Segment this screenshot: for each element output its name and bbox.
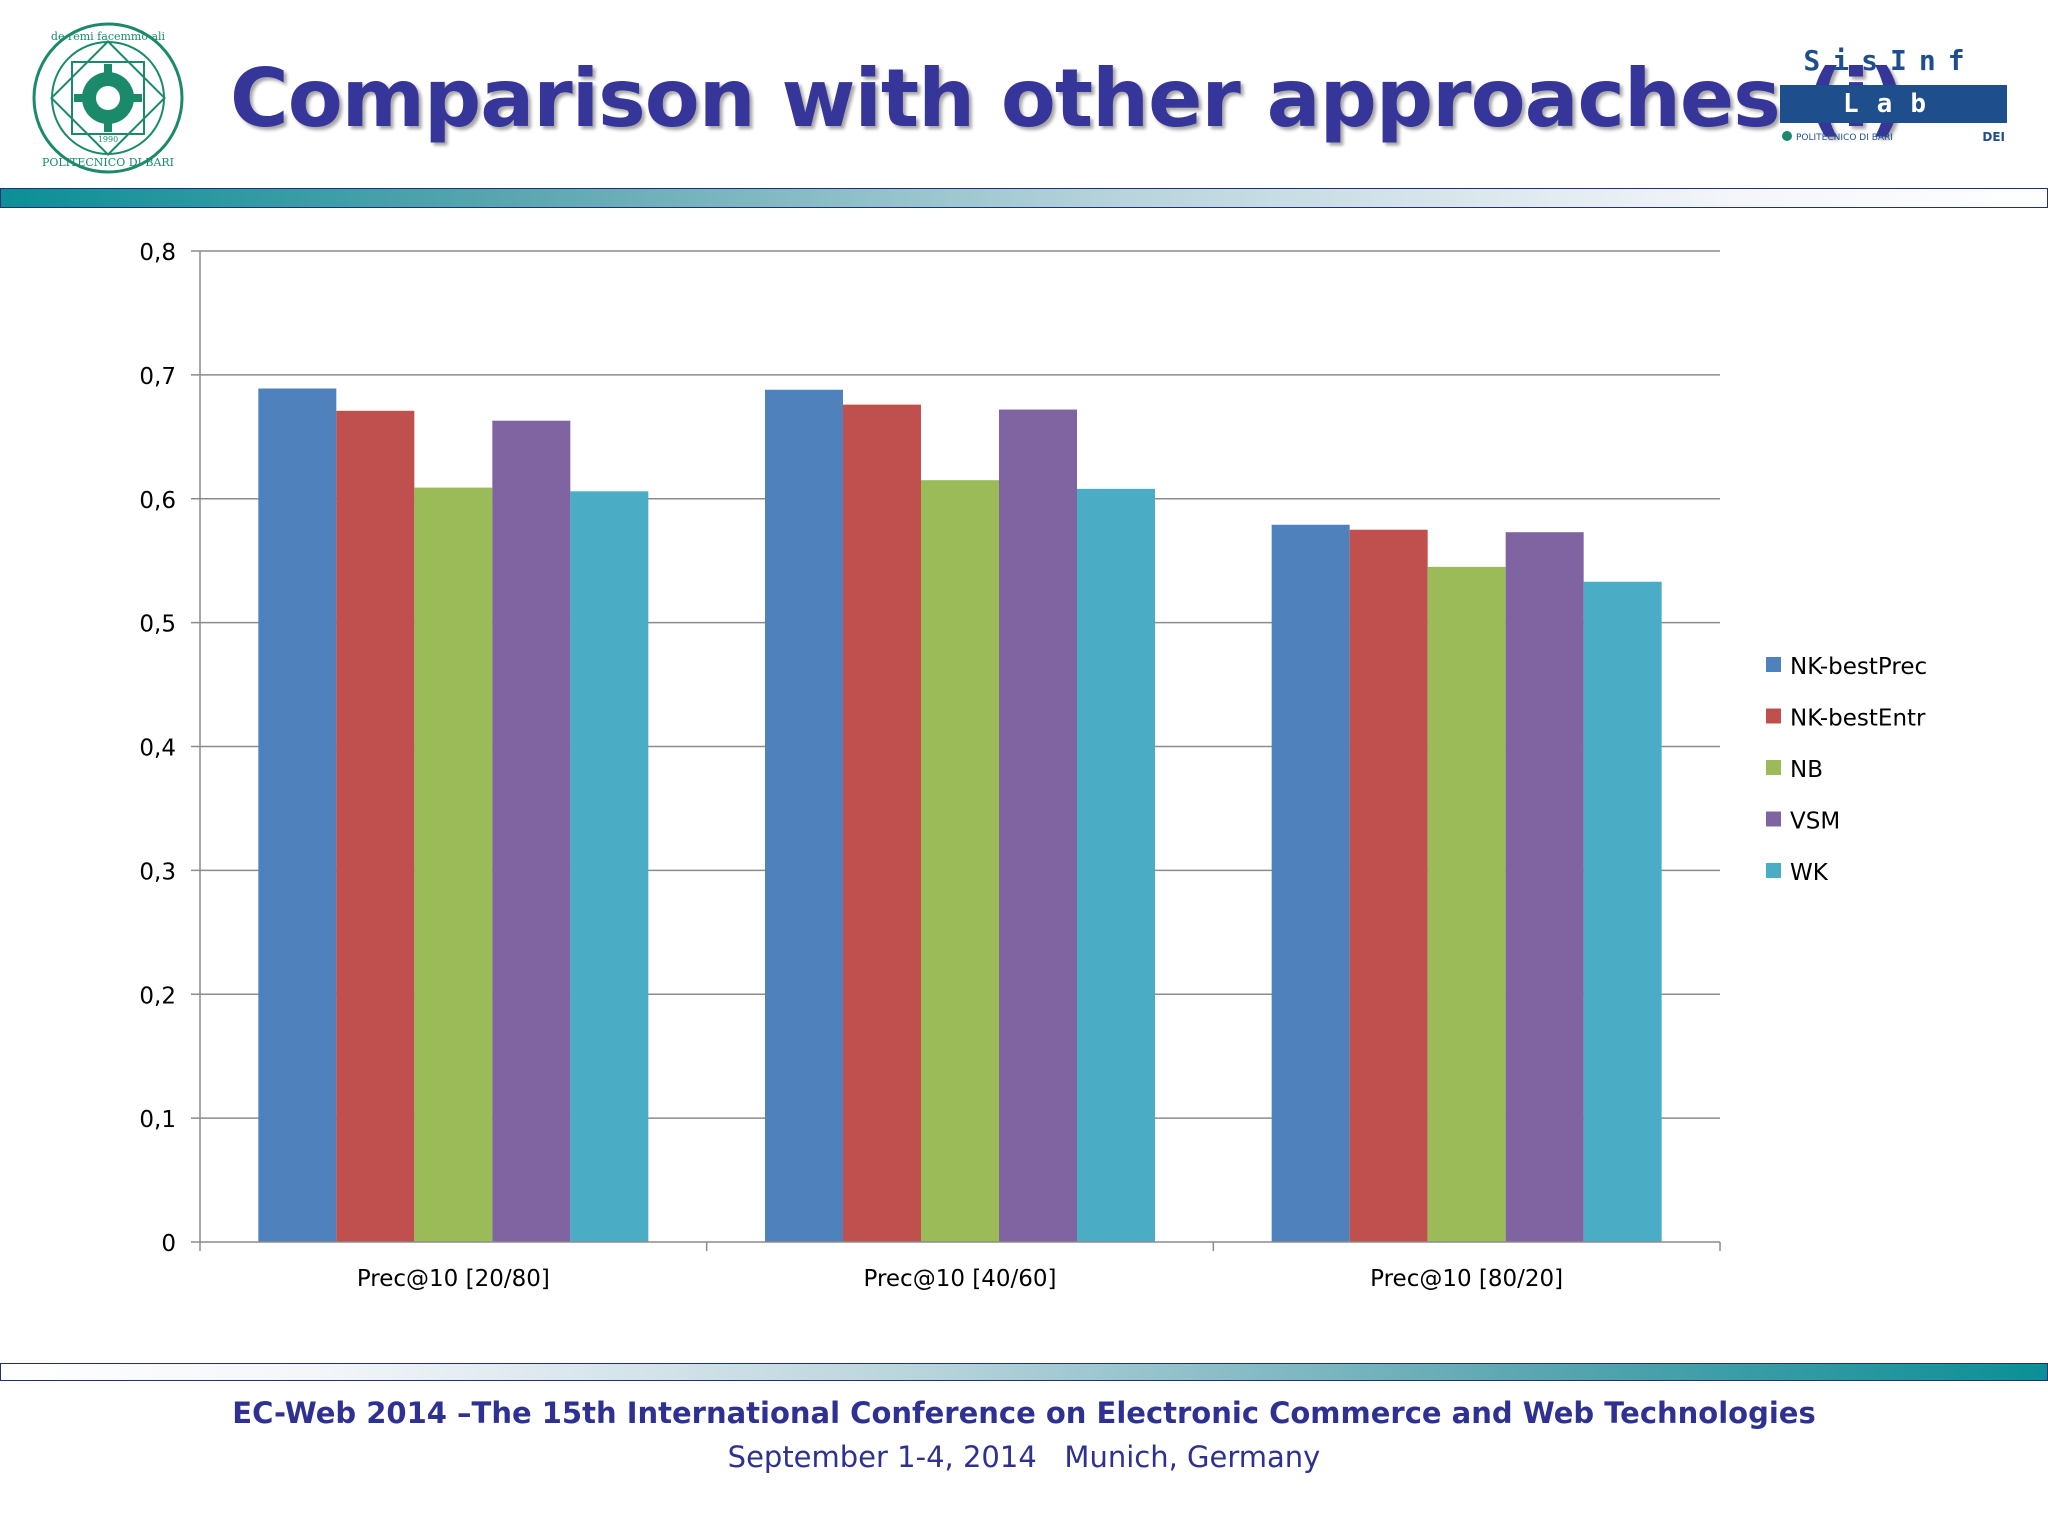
bar-vsm-2: [999, 409, 1077, 1242]
bar-vsm-3: [1505, 532, 1584, 1242]
footer-conference-title: EC-Web 2014 –The 15th International Conf…: [232, 1396, 1816, 1430]
y-tick-label: 0,4: [139, 736, 176, 762]
logo-left-name: POLITECNICO DI BARI: [42, 156, 174, 169]
legend-swatch-nk-bestentr: [1766, 708, 1781, 724]
legend-label-vsm: VSM: [1790, 809, 1840, 835]
y-tick-label: 0: [161, 1231, 176, 1257]
bar-nk-bestentr-2: [843, 404, 921, 1243]
bar-wk-3: [1583, 581, 1662, 1242]
x-tick-label: Prec@10 [80/20]: [1370, 1266, 1563, 1292]
bar-vsm-1: [492, 420, 571, 1242]
footer-date-location: September 1-4, 2014 Munich, Germany: [727, 1440, 1321, 1474]
legend-label-nb: NB: [1790, 757, 1823, 783]
logo-right-sub: POLITECNICO DI BARI: [1796, 133, 1893, 143]
bar-nk-bestprec-1: [258, 388, 337, 1243]
legend-label-nk-bestprec: NK-bestPrec: [1790, 654, 1927, 680]
x-tick-label: Prec@10 [20/80]: [357, 1266, 550, 1292]
legend-swatch-nk-bestprec: [1766, 657, 1781, 672]
legend-swatch-wk: [1766, 863, 1781, 878]
bar-nk-bestentr-1: [336, 410, 415, 1243]
logo-left-motto: de remi facemmo ali: [51, 30, 166, 43]
legend-label-wk: WK: [1790, 860, 1829, 886]
logo-right-line1: SisInf: [1803, 44, 1977, 77]
footer-divider-band: [0, 1363, 2048, 1381]
bar-chart: 0 0,1 0,2 0,3 0,4 0,5 0,6 0,7 0,8 Prec@10 [20/80]…: [139, 240, 1927, 1292]
bar-nb-2: [921, 480, 999, 1242]
politecnico-logo: de remi facemmo ali 1990 POLITECNICO DI …: [28, 18, 188, 178]
y-tick-label: 0,1: [139, 1107, 176, 1133]
y-tick-label: 0,8: [139, 240, 176, 266]
x-tick-label: Prec@10 [40/60]: [863, 1266, 1056, 1292]
logo-right-line2: Lab: [1780, 85, 2007, 123]
legend-swatch-vsm: [1766, 811, 1781, 827]
legend-label-nk-bestentr: NK-bestEntr: [1790, 706, 1926, 732]
y-tick-label: 0,7: [139, 364, 176, 390]
logo-left-year: 1990: [98, 135, 118, 144]
slide-title: Comparison with other approaches (i): [230, 52, 1905, 145]
y-tick-label: 0,6: [139, 488, 176, 514]
y-tick-label: 0,5: [139, 612, 176, 638]
bar-wk-2: [1077, 488, 1155, 1243]
bar-nb-3: [1427, 566, 1506, 1242]
bar-nb-1: [414, 487, 493, 1242]
bar-nk-bestprec-3: [1271, 524, 1350, 1242]
y-tick-label: 0,3: [139, 859, 176, 885]
logo-right-subline: POLITECNICO DI BARI DEI: [1780, 128, 2007, 144]
bar-wk-1: [570, 491, 649, 1242]
bar-nk-bestentr-3: [1349, 529, 1428, 1242]
bar-nk-bestprec-2: [765, 389, 843, 1242]
y-tick-label: 0,2: [139, 983, 176, 1009]
logo-right-dept: DEI: [1982, 130, 2005, 143]
sisinf-lab-logo: SisInf Lab POLITECNICO DI BARI DEI: [1770, 44, 2010, 154]
legend-swatch-nb: [1766, 760, 1781, 775]
